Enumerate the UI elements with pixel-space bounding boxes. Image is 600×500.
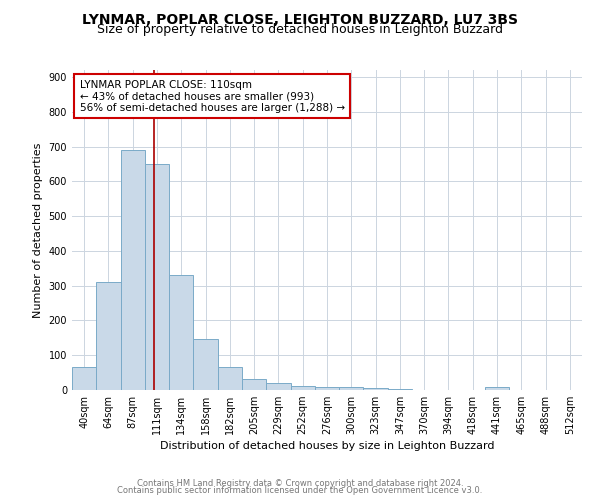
Bar — [315, 386, 339, 390]
Bar — [96, 282, 121, 390]
Bar — [193, 338, 218, 390]
Bar — [485, 387, 509, 390]
Bar — [290, 386, 315, 390]
Bar — [242, 378, 266, 390]
Text: LYNMAR POPLAR CLOSE: 110sqm
← 43% of detached houses are smaller (993)
56% of se: LYNMAR POPLAR CLOSE: 110sqm ← 43% of det… — [80, 80, 345, 113]
Bar — [169, 275, 193, 390]
Text: Contains HM Land Registry data © Crown copyright and database right 2024.: Contains HM Land Registry data © Crown c… — [137, 478, 463, 488]
Bar — [364, 388, 388, 390]
X-axis label: Distribution of detached houses by size in Leighton Buzzard: Distribution of detached houses by size … — [160, 442, 494, 452]
Y-axis label: Number of detached properties: Number of detached properties — [33, 142, 43, 318]
Text: Size of property relative to detached houses in Leighton Buzzard: Size of property relative to detached ho… — [97, 22, 503, 36]
Bar — [388, 389, 412, 390]
Bar — [339, 387, 364, 390]
Text: LYNMAR, POPLAR CLOSE, LEIGHTON BUZZARD, LU7 3BS: LYNMAR, POPLAR CLOSE, LEIGHTON BUZZARD, … — [82, 12, 518, 26]
Text: Contains public sector information licensed under the Open Government Licence v3: Contains public sector information licen… — [118, 486, 482, 495]
Bar — [218, 368, 242, 390]
Bar — [121, 150, 145, 390]
Bar — [145, 164, 169, 390]
Bar — [266, 383, 290, 390]
Bar — [72, 368, 96, 390]
